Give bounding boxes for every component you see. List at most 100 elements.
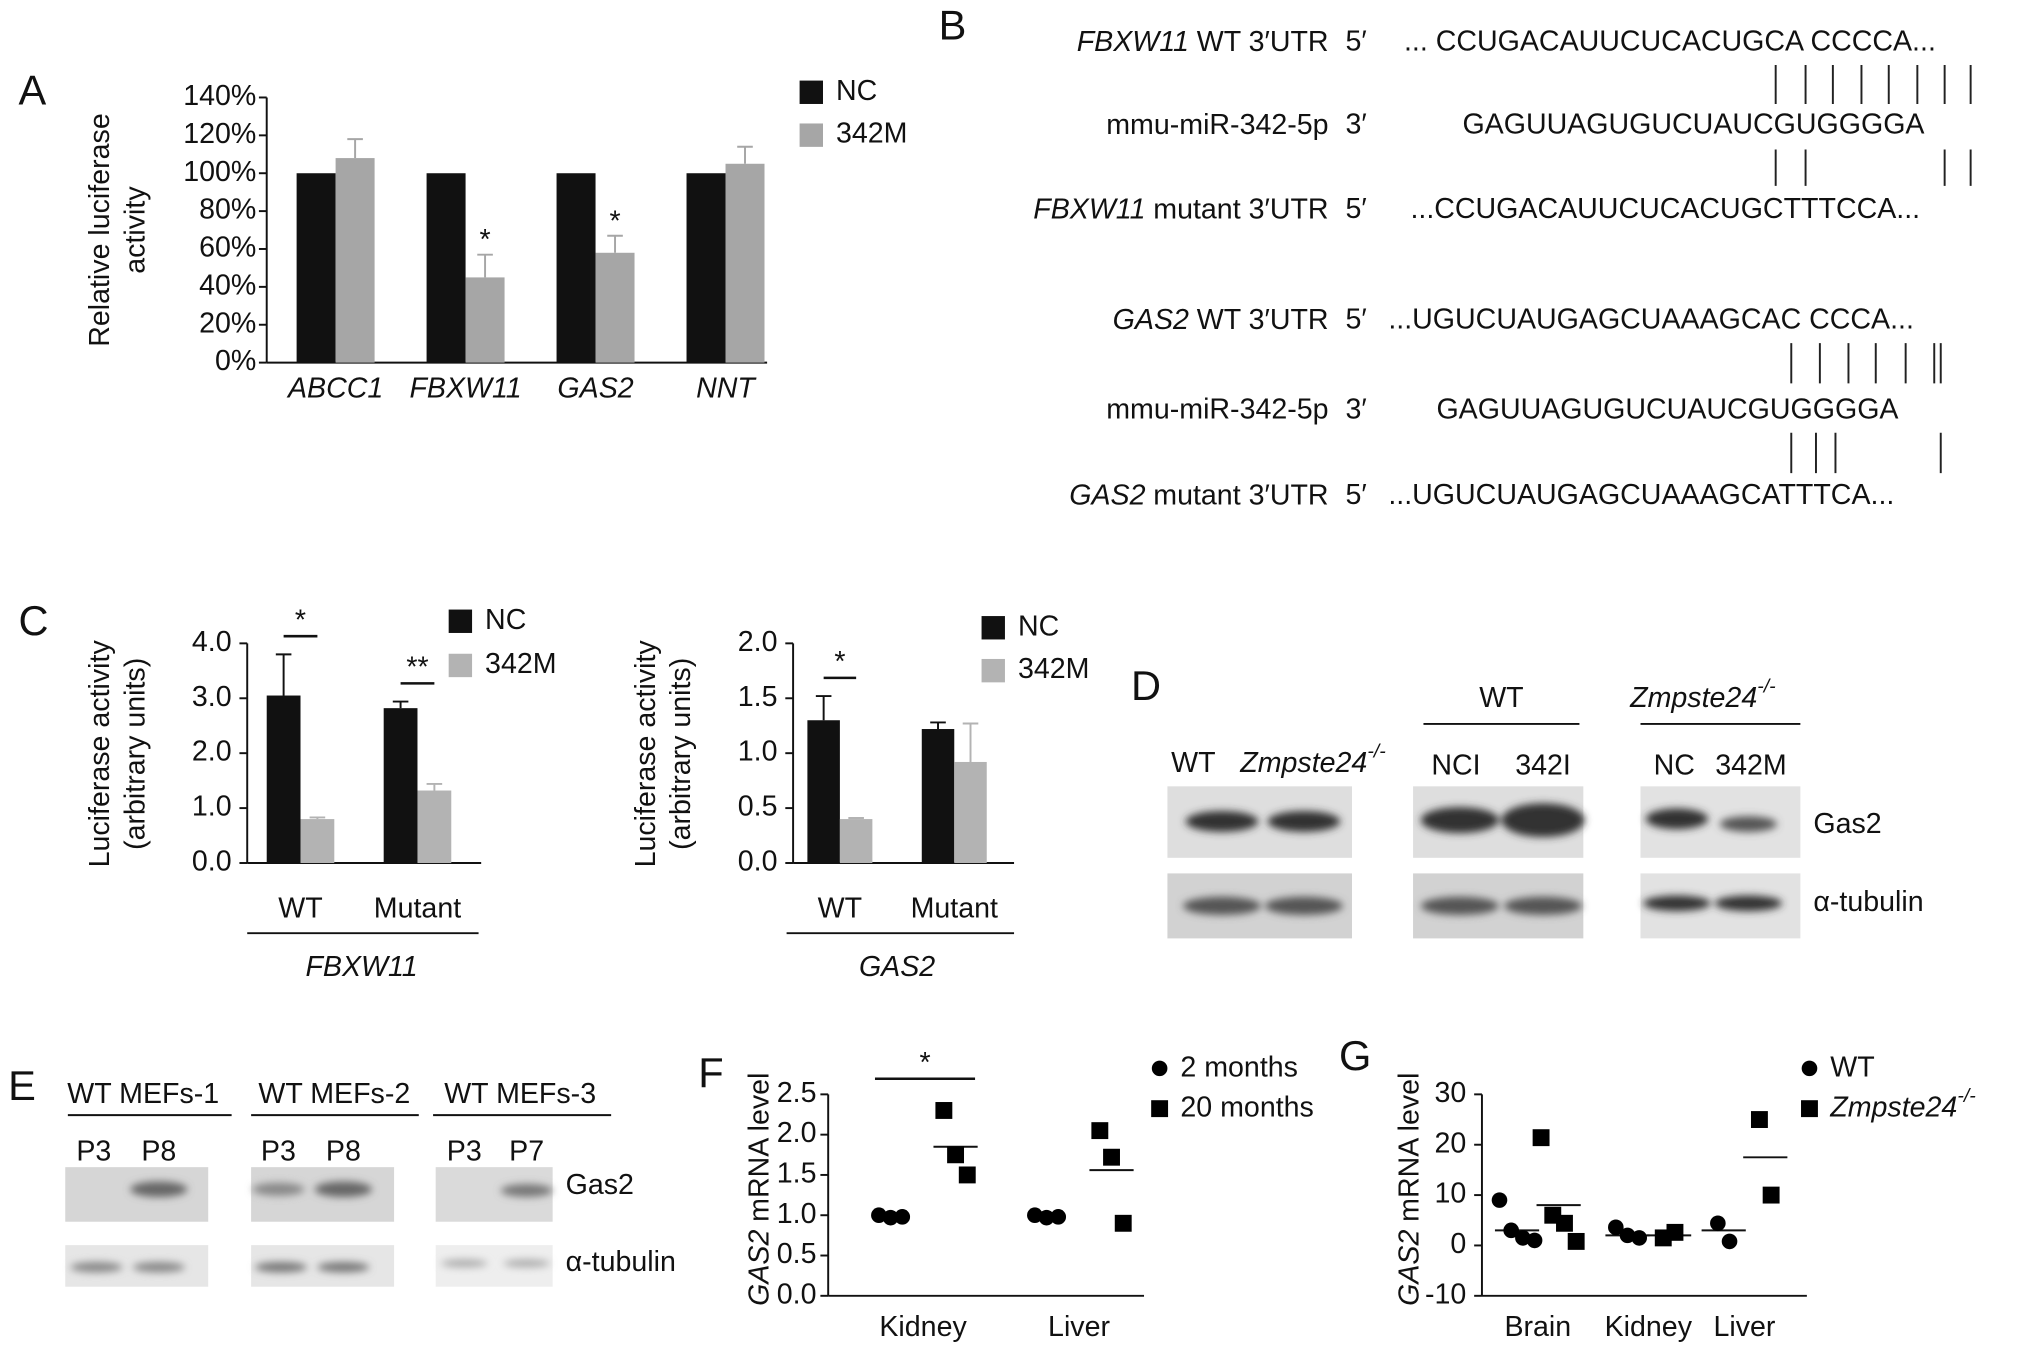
bar [383, 708, 418, 864]
y-tick-label: 20 [1435, 1127, 1467, 1159]
bar [417, 790, 452, 864]
protein-label: α-tubulin [566, 1246, 676, 1278]
sequence-label: FBXW11 WT 3′UTR [1077, 25, 1329, 57]
point [1750, 1111, 1768, 1128]
bar [266, 695, 301, 864]
strand-end: 3′ [1345, 393, 1366, 425]
lane-label: P8 [141, 1135, 176, 1167]
lane-label: P3 [447, 1135, 482, 1167]
point [1710, 1215, 1726, 1232]
y-tick-label: 120% [183, 118, 256, 150]
point [1721, 1233, 1738, 1250]
x-tick-label: Liver [1714, 1311, 1776, 1343]
sequence: ...UGUCUAUGAGCUAAAGCATTTCA... [1388, 479, 1894, 511]
error-bar [275, 653, 292, 696]
strand-end: 5′ [1345, 479, 1366, 511]
x-tick-label: GAS2 [557, 372, 633, 404]
name: 20 months [1180, 1091, 1313, 1123]
y-tick-label: 2.0 [738, 626, 778, 658]
genotype: Zmpste24 [1629, 682, 1757, 714]
point [1027, 1207, 1043, 1224]
y-tick-label: 60% [199, 232, 256, 264]
y-tick-label: 1.0 [192, 791, 232, 823]
bar [426, 173, 466, 363]
point [1151, 1100, 1169, 1118]
y-tick-label: 0.5 [738, 791, 778, 823]
x-tick-label: WT [818, 892, 862, 924]
y-axis-label: Luciferase activity [84, 640, 116, 868]
bar [839, 819, 873, 864]
gene: FBXW11 [1033, 193, 1145, 225]
sequence: ... CCUGACAUUCUCACUGCA CCCCA... [1404, 25, 1936, 57]
y-tick-label: -10 [1425, 1278, 1466, 1310]
blot-d: WT Zmpste24-/- WT Zmpste24-/- NCI 342I N… [1167, 676, 1924, 939]
bar [595, 252, 635, 363]
panel-label: C [18, 597, 48, 644]
blot-e: WT MEFs-1 WT MEFs-2 WT MEFs-3 P3 P8 P3 P… [65, 1078, 676, 1287]
name: 2 months [1180, 1051, 1298, 1083]
error-bar [347, 138, 363, 159]
point [1666, 1223, 1684, 1241]
strand-end: 5′ [1345, 193, 1366, 225]
superscript: -/- [1367, 741, 1386, 763]
y-axis-label: (arbitrary units) [665, 658, 697, 850]
point [871, 1207, 887, 1224]
y-tick-label: 2.5 [777, 1077, 817, 1109]
strand-end: 5′ [1345, 25, 1366, 57]
legend-label: 342M [1018, 653, 1089, 685]
y-tick-label: 0.0 [192, 846, 232, 878]
point [1503, 1222, 1519, 1239]
panel-label: G [1339, 1032, 1371, 1079]
y-tick-label: 0.0 [738, 846, 778, 878]
legend-label: 20 months [1180, 1091, 1313, 1123]
label: mmu-miR-342-5p [1106, 109, 1328, 141]
point [1091, 1122, 1109, 1140]
error-bar [607, 234, 623, 253]
panel-label: E [8, 1062, 36, 1109]
label: WT 3′UTR [1197, 304, 1329, 336]
bar [296, 173, 336, 363]
bar [300, 819, 335, 864]
significance: * [480, 224, 491, 256]
error-bar [477, 253, 493, 278]
panel-label: F [698, 1049, 723, 1096]
point [1556, 1214, 1573, 1232]
lane-label: P7 [509, 1135, 544, 1167]
legend-swatch [799, 80, 823, 104]
label: mmu-miR-342-5p [1106, 393, 1328, 425]
point [1619, 1227, 1636, 1244]
blot [65, 1167, 209, 1222]
sequence-label: FBXW11 mutant 3′UTR [1033, 193, 1328, 225]
legend-label: NC [485, 604, 526, 636]
panel-label: A [18, 67, 46, 114]
y-tick-label: 0.0 [777, 1278, 817, 1310]
point [935, 1102, 953, 1119]
point [947, 1146, 965, 1164]
point [1050, 1209, 1067, 1225]
y-axis-label: GAS2 mRNA level [743, 1073, 775, 1306]
y-tick-label: 2.0 [192, 736, 232, 768]
group-label: GAS2 [859, 951, 935, 983]
y-tick-label: 3.0 [192, 681, 232, 713]
x-tick-label: ABCC1 [286, 372, 383, 404]
error-bar [737, 145, 753, 164]
significance: * [609, 205, 620, 237]
group-header: WT [1479, 682, 1523, 714]
sequence: GAGUUAGUGUCUAUCGUGGGGA [1436, 393, 1898, 425]
y-tick-label: 30 [1435, 1077, 1467, 1109]
label: mRNA level [1393, 1073, 1425, 1222]
x-tick-label: Kidney [1605, 1311, 1693, 1343]
panel-label: B [939, 2, 967, 49]
error-bar [848, 817, 864, 820]
sequence: ...CCUGACAUUCUCACUGCTTTCCA... [1410, 193, 1920, 225]
lane-label: P3 [261, 1135, 296, 1167]
group-label: FBXW11 [305, 951, 417, 983]
point [1151, 1060, 1168, 1077]
y-axis-label: GAS2 mRNA level [1393, 1073, 1425, 1306]
significance: * [834, 646, 845, 678]
label: mutant 3′UTR [1153, 193, 1328, 225]
y-tick-label: 10 [1435, 1178, 1467, 1210]
x-tick-label: Liver [1048, 1311, 1110, 1343]
